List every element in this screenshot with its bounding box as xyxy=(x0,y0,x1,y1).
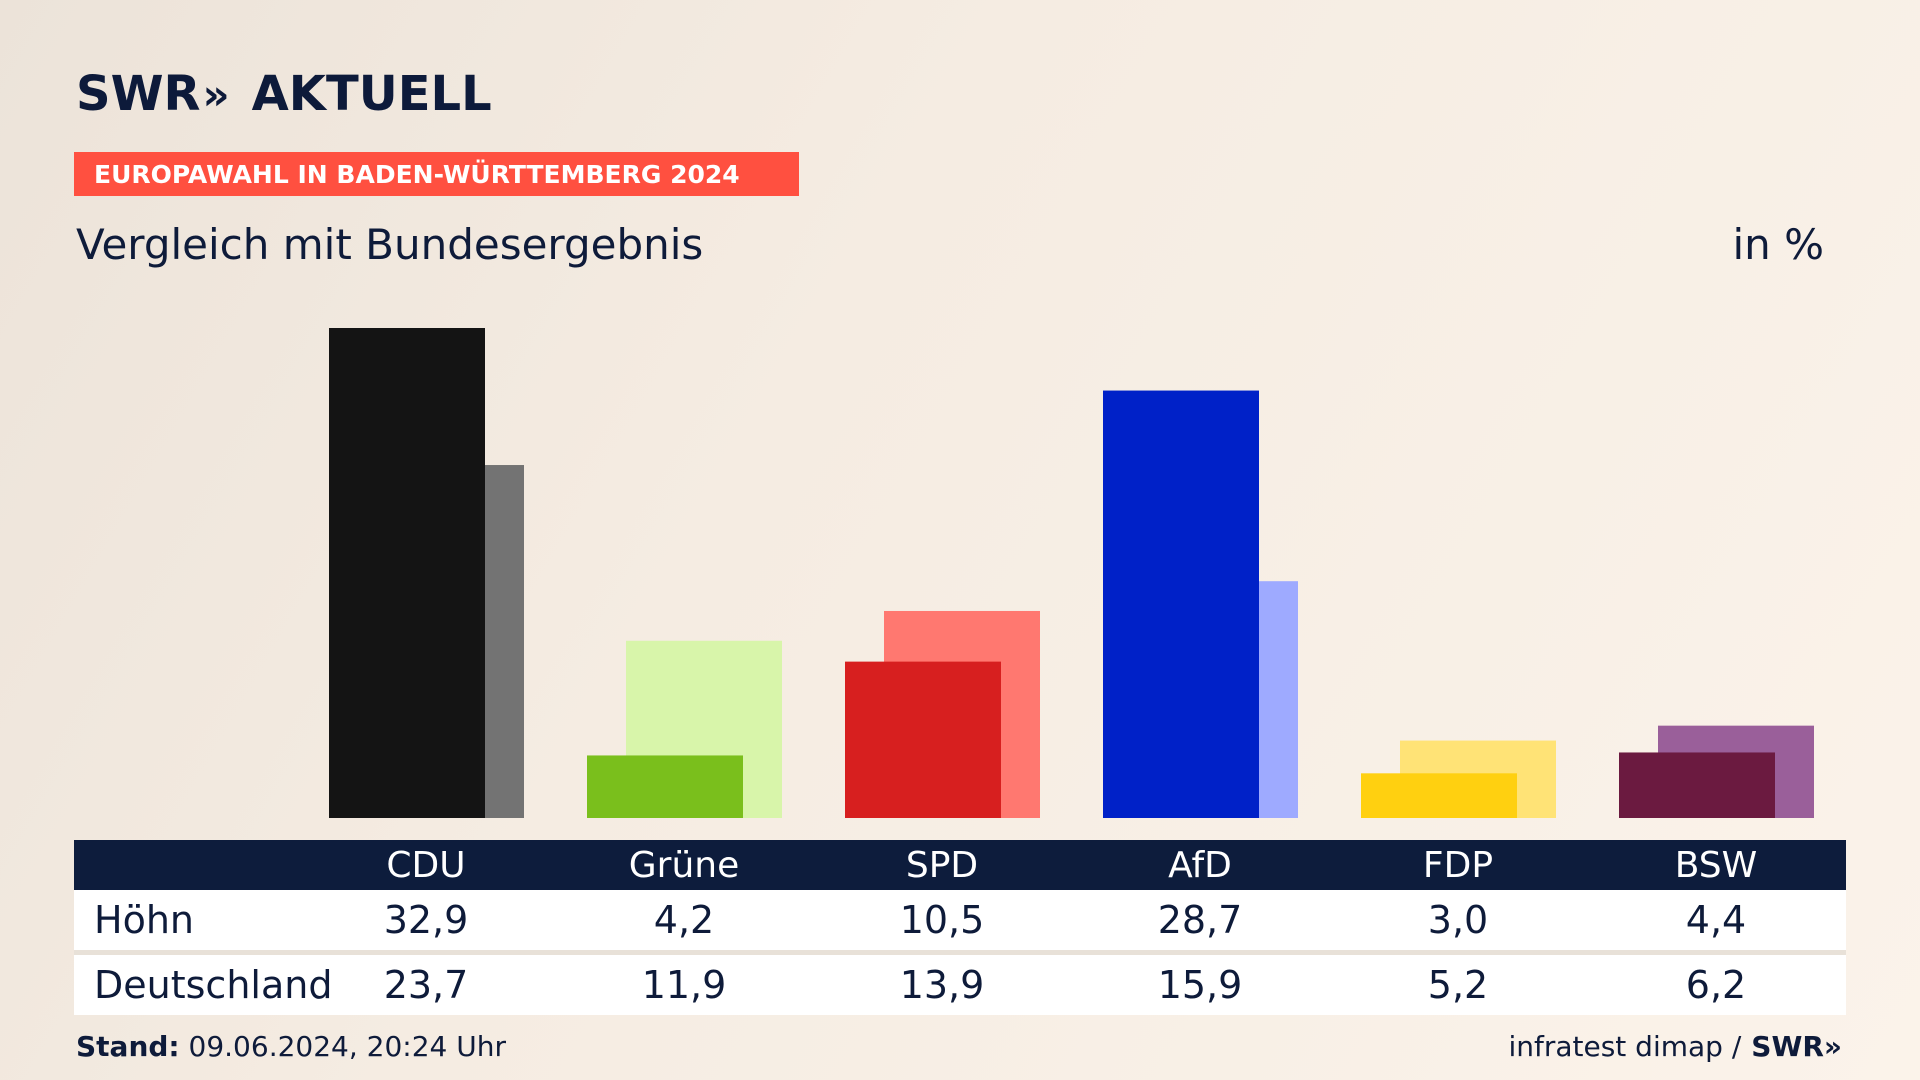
logo-swr-text: SWR xyxy=(76,66,201,122)
logo-aktuell-text: AKTUELL xyxy=(251,66,492,122)
column-header: Grüne xyxy=(628,844,740,886)
election-banner: EUROPAWAHL IN BADEN-WÜRTTEMBERG 2024 xyxy=(74,152,799,196)
bar-chart xyxy=(329,328,1814,818)
table-cell: 5,2 xyxy=(1427,963,1489,1007)
bar-hoehn-bsw xyxy=(1619,752,1775,818)
bar-hoehn-cdu xyxy=(329,328,485,818)
table-cell: 32,9 xyxy=(383,898,469,942)
table-cell: 28,7 xyxy=(1157,898,1243,942)
table-cell: 4,4 xyxy=(1685,898,1747,942)
table-cell: 4,2 xyxy=(653,898,715,942)
source-swr-logo: SWR» xyxy=(1751,1030,1842,1063)
row-label: Deutschland xyxy=(94,963,333,1007)
source-swr-text: SWR xyxy=(1751,1030,1824,1063)
column-header: BSW xyxy=(1674,844,1758,886)
table-row-deutschland: Deutschland 23,7 11,9 13,9 15,9 5,2 6,2 xyxy=(74,955,1846,1015)
table-cell: 6,2 xyxy=(1685,963,1747,1007)
chart-subtitle: Vergleich mit Bundesergebnis xyxy=(76,220,704,269)
table-cell: 11,9 xyxy=(641,963,727,1007)
column-header: FDP xyxy=(1422,844,1494,886)
bar-hoehn-spd xyxy=(845,661,1001,818)
bar-hoehn-grüne xyxy=(587,755,743,818)
row-label: Höhn xyxy=(94,898,194,942)
swr-aktuell-logo: SWR » AKTUELL xyxy=(76,64,492,124)
bar-hoehn-afd xyxy=(1103,390,1259,818)
table-header: CDU Grüne SPD AfD FDP BSW xyxy=(74,840,1846,890)
unit-label: in % xyxy=(1732,220,1824,269)
table-cell: 23,7 xyxy=(383,963,469,1007)
timestamp: Stand: 09.06.2024, 20:24 Uhr xyxy=(76,1030,506,1063)
results-table: CDU Grüne SPD AfD FDP BSW Höhn 32,9 4,2 10,5 28,… xyxy=(74,840,1846,1015)
table-cell: 10,5 xyxy=(899,898,985,942)
table-cell: 13,9 xyxy=(899,963,985,1007)
column-header: AfD xyxy=(1168,844,1232,886)
column-header: SPD xyxy=(905,844,979,886)
bar-hoehn-fdp xyxy=(1361,773,1517,818)
source-credit: infratest dimap / SWR» xyxy=(1508,1030,1842,1063)
column-header: CDU xyxy=(386,844,466,886)
table-cell: 3,0 xyxy=(1427,898,1489,942)
stand-value: 09.06.2024, 20:24 Uhr xyxy=(188,1030,506,1063)
stand-label: Stand: xyxy=(76,1030,180,1063)
source-text: infratest dimap / xyxy=(1508,1030,1742,1063)
table-cell: 15,9 xyxy=(1157,963,1243,1007)
source-chevron-icon: » xyxy=(1823,1030,1842,1063)
table-row-hoehn: Höhn 32,9 4,2 10,5 28,7 3,0 4,4 xyxy=(74,890,1846,955)
